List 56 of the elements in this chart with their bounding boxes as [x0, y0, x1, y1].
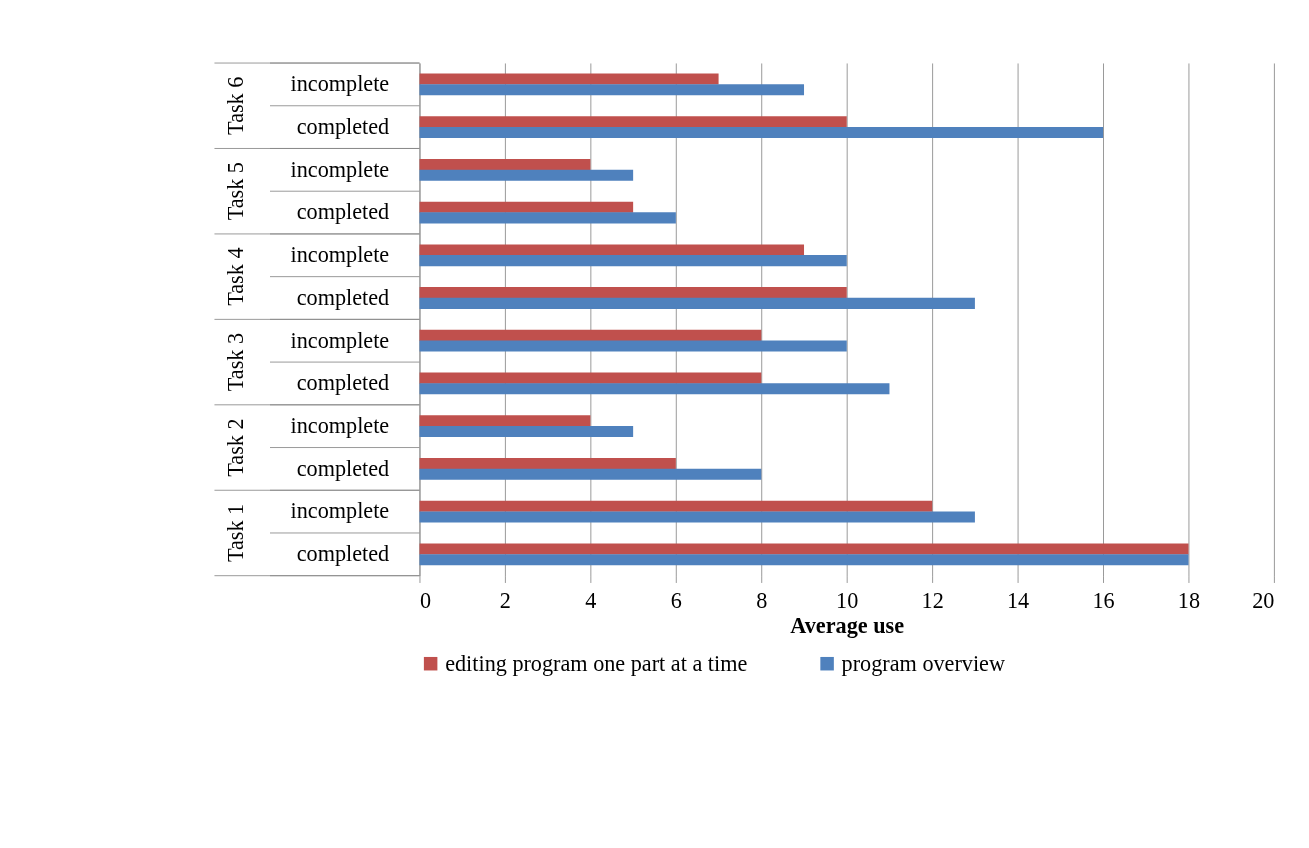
- y-tick-label: completed: [296, 541, 390, 567]
- x-tick-label: 2: [499, 587, 511, 613]
- x-tick-label: 12: [921, 587, 944, 613]
- y-tick-label: incomplete: [290, 413, 390, 439]
- bar: [419, 511, 975, 523]
- text: Task 6: [222, 76, 248, 135]
- x-tick-label: 4: [585, 587, 597, 613]
- text: Task 1: [222, 503, 248, 563]
- y-tick-label: incomplete: [290, 327, 390, 353]
- x-tick-label: 18: [1177, 587, 1201, 613]
- text: Task 5: [222, 162, 248, 221]
- x-tick-label: 14: [1006, 587, 1030, 613]
- y-tick-label: completed: [296, 113, 390, 139]
- text: Task 3: [222, 332, 248, 392]
- x-tick-label: 8: [756, 587, 768, 613]
- legend-label: program overview: [841, 650, 1006, 676]
- bar: [419, 468, 762, 480]
- y-tick-label: completed: [296, 370, 390, 396]
- bar: [419, 329, 762, 341]
- y-tick-label: completed: [296, 199, 390, 225]
- text: Task 4: [222, 247, 248, 306]
- bar: [419, 287, 847, 299]
- bar: [419, 500, 933, 512]
- x-tick-label: 6: [670, 587, 682, 613]
- x-axis-title: Average use: [790, 613, 905, 639]
- x-tick-label: 10: [836, 587, 859, 613]
- bar: [419, 73, 719, 85]
- bar: [419, 126, 1104, 139]
- text: Task 2: [222, 418, 248, 477]
- x-tick-label: 20: [1252, 587, 1275, 613]
- y-tick-label: incomplete: [290, 71, 390, 97]
- bar: [419, 415, 591, 427]
- bar: [419, 425, 634, 438]
- bar: [419, 554, 1189, 566]
- legend-label: editing program one part at a time: [445, 650, 748, 676]
- y-tick-label: incomplete: [290, 156, 390, 182]
- bar: [419, 383, 890, 395]
- bar: [419, 84, 805, 96]
- x-tick-label: 16: [1092, 587, 1115, 613]
- bar: [419, 340, 847, 352]
- y-tick-label: incomplete: [290, 498, 390, 524]
- x-tick-label: 0: [419, 587, 432, 613]
- bar: [419, 201, 634, 213]
- bar: [419, 169, 634, 181]
- bar: [419, 297, 975, 309]
- y-tick-label: completed: [296, 455, 390, 481]
- bar: [419, 255, 847, 267]
- bar: [419, 372, 762, 384]
- y-tick-label: completed: [296, 284, 390, 310]
- bar: [419, 158, 591, 171]
- bar: [419, 244, 805, 256]
- y-tick-label: incomplete: [290, 242, 390, 268]
- bar: [419, 116, 847, 128]
- bar: [419, 543, 1189, 555]
- bar: [419, 458, 676, 470]
- bar: [419, 212, 676, 224]
